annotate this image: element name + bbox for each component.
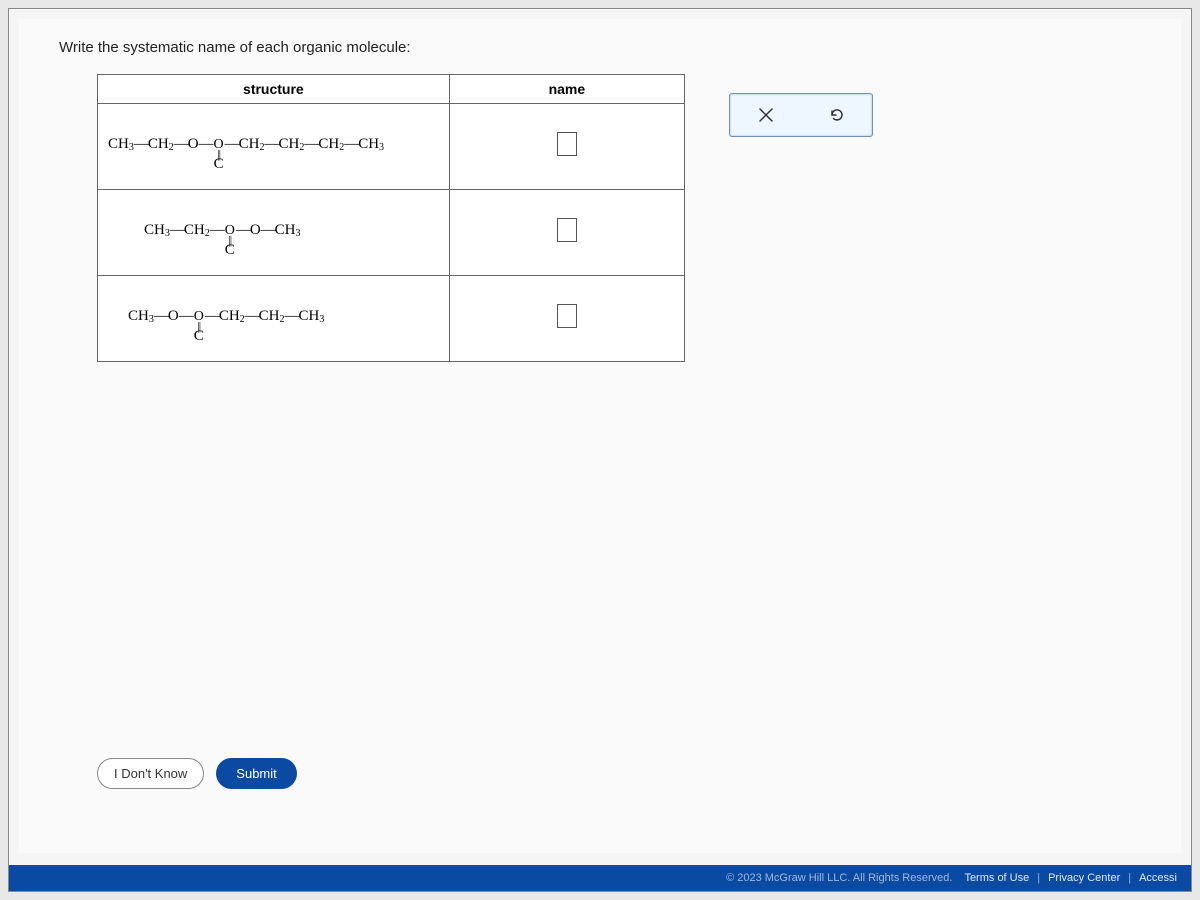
carbonyl-group-icon: O||C [214, 140, 224, 171]
question-prompt: Write the systematic name of each organi… [19, 19, 1181, 72]
table-row: CH3—CH2—O||C—O—CH3 [98, 190, 685, 276]
footer: © 2023 McGraw Hill LLC. All Rights Reser… [9, 865, 1191, 891]
clear-button[interactable] [746, 99, 786, 131]
undo-icon [828, 106, 846, 124]
answer-toolbar [729, 93, 873, 137]
table-row: CH3—O—O||C—CH2—CH2—CH3 [98, 276, 685, 362]
i-dont-know-button[interactable]: I Don't Know [97, 758, 204, 789]
chem-structure-2: CH3—CH2—O||C—O—CH3 [108, 209, 439, 257]
footer-separator: | [1037, 872, 1040, 884]
footer-copyright: © 2023 McGraw Hill LLC. All Rights Reser… [726, 872, 952, 884]
header-structure: structure [98, 75, 450, 104]
chem-structure-3: CH3—O—O||C—CH2—CH2—CH3 [108, 295, 439, 343]
footer-separator: | [1128, 872, 1131, 884]
structure-cell-2: CH3—CH2—O||C—O—CH3 [98, 190, 450, 276]
footer-terms-link[interactable]: Terms of Use [964, 872, 1029, 884]
submit-button[interactable]: Submit [216, 758, 296, 789]
name-cell-1 [449, 104, 684, 190]
name-cell-3 [449, 276, 684, 362]
table-header-row: structure name [98, 75, 685, 104]
answer-input-1[interactable] [557, 132, 577, 156]
answer-input-2[interactable] [557, 218, 577, 242]
action-bar: I Don't Know Submit [97, 758, 297, 789]
structure-name-table: structure name CH3—CH2—O—O||C—CH2—CH2—CH… [97, 74, 685, 362]
app-frame: Write the systematic name of each organi… [8, 8, 1192, 892]
reset-button[interactable] [817, 99, 857, 131]
structure-cell-3: CH3—O—O||C—CH2—CH2—CH3 [98, 276, 450, 362]
x-icon [758, 107, 774, 123]
content-area: Write the systematic name of each organi… [19, 19, 1181, 853]
carbonyl-group-icon: O||C [225, 226, 235, 257]
header-name: name [449, 75, 684, 104]
table-row: CH3—CH2—O—O||C—CH2—CH2—CH2—CH3 [98, 104, 685, 190]
structure-cell-1: CH3—CH2—O—O||C—CH2—CH2—CH2—CH3 [98, 104, 450, 190]
carbonyl-group-icon: O||C [194, 312, 204, 343]
footer-privacy-link[interactable]: Privacy Center [1048, 872, 1120, 884]
answer-input-3[interactable] [557, 304, 577, 328]
name-cell-2 [449, 190, 684, 276]
footer-accessibility-link[interactable]: Accessi [1139, 872, 1177, 884]
chem-structure-1: CH3—CH2—O—O||C—CH2—CH2—CH2—CH3 [108, 123, 439, 171]
